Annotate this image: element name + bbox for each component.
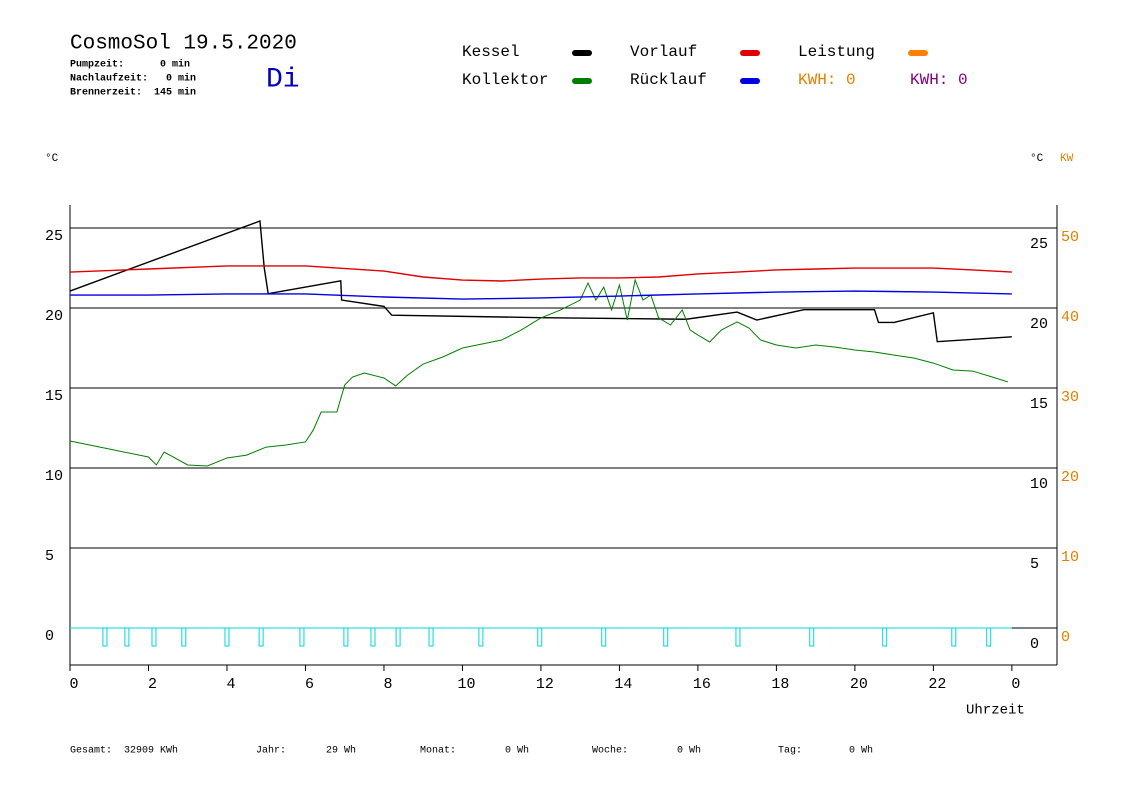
y-tick-label: 10	[45, 468, 63, 485]
pump-pulse	[663, 627, 669, 647]
legend-label: Rücklauf	[630, 71, 707, 89]
y-tick-label: 0	[45, 628, 54, 645]
y-tick-label: 25	[45, 228, 63, 245]
x-tick-label: 4	[226, 676, 235, 693]
y-tick-label: 20	[45, 308, 63, 325]
y3-tick-label: 50	[1061, 229, 1079, 246]
x-tick-label: 0	[1011, 676, 1020, 693]
info: Pumpzeit: 0 min	[70, 59, 190, 71]
series-line	[69, 265, 1012, 282]
footer-text: Tag:	[778, 746, 802, 757]
pump-pulse	[537, 627, 543, 647]
pump-pulse	[151, 627, 157, 647]
pump-pulse	[809, 627, 815, 647]
footer-text: Jahr:	[256, 745, 286, 757]
info: Brennerzeit: 145 min	[70, 87, 196, 99]
pump-pulse	[951, 627, 957, 647]
y-tick-label: 5	[45, 548, 54, 565]
y3-tick-label: 40	[1061, 309, 1079, 326]
series-line	[69, 220, 1012, 343]
y2-axis-label: °C	[1030, 153, 1044, 165]
y-tick-label: 15	[45, 388, 63, 405]
legend-label: Kessel	[462, 43, 520, 61]
pump-pulse	[395, 627, 401, 647]
weekday: Di	[266, 64, 300, 95]
pump-pulse	[224, 627, 230, 647]
x-tick-label: 12	[536, 676, 554, 693]
x-tick-label: 10	[457, 676, 475, 693]
x-tick-label: 2	[148, 676, 157, 693]
pump-pulse	[370, 627, 376, 647]
pump-pulse	[428, 627, 434, 647]
y3-tick-label: 0	[1061, 629, 1070, 646]
legend-label: Vorlauf	[630, 43, 697, 61]
legend-label: Leistung	[798, 43, 875, 61]
y3-axis-label: KW	[1060, 153, 1074, 165]
pump-pulse	[343, 627, 349, 647]
x-axis-label: Uhrzeit	[966, 703, 1025, 719]
x-tick-label: 14	[614, 676, 632, 693]
info: Nachlaufzeit: 0 min	[70, 73, 196, 85]
kwh-label: KWH: 0	[910, 71, 968, 89]
footer-text: Gesamt: 32909 KWh	[70, 745, 178, 757]
series-line	[70, 290, 1012, 300]
y3-tick-label: 20	[1061, 469, 1079, 486]
pump-pulse	[986, 627, 992, 647]
pump-pulse	[181, 627, 187, 647]
footer-text: Woche:	[592, 745, 628, 757]
pump-pulse	[124, 627, 130, 647]
pump-pulse	[258, 627, 264, 647]
y3-tick-label: 10	[1061, 549, 1079, 566]
y-axis-label: °C	[45, 153, 59, 165]
chart-title: CosmoSol 19.5.2020	[70, 33, 297, 56]
series-line	[69, 278, 1009, 467]
legend-label: Kollektor	[462, 71, 548, 89]
footer-text: 0 Wh	[677, 745, 701, 757]
y2-tick-label: 15	[1030, 396, 1048, 413]
footer-text: 29 Wh	[326, 745, 356, 757]
pump-pulse	[882, 627, 888, 647]
pump-pulse	[601, 627, 607, 647]
pump-pulse	[299, 627, 305, 647]
y3-tick-label: 30	[1061, 389, 1079, 406]
pump-pulse	[102, 627, 108, 647]
y2-tick-label: 0	[1030, 636, 1039, 653]
y2-tick-label: 25	[1030, 236, 1048, 253]
x-tick-label: 8	[383, 676, 392, 693]
x-tick-label: 16	[693, 676, 711, 693]
pump-pulse	[735, 627, 741, 647]
footer-text: 0 Wh	[849, 745, 873, 757]
x-tick-label: 6	[305, 676, 314, 693]
x-tick-label: 0	[69, 676, 78, 693]
pump-pulse	[478, 627, 484, 647]
y2-tick-label: 5	[1030, 556, 1039, 573]
y2-tick-label: 20	[1030, 316, 1048, 333]
x-tick-label: 18	[771, 676, 789, 693]
kwh-label: KWH: 0	[798, 71, 856, 89]
x-tick-label: 22	[928, 676, 946, 693]
footer-text: Monat:	[420, 746, 456, 757]
x-tick-label: 20	[850, 676, 868, 693]
footer-text: 0 Wh	[505, 745, 529, 757]
y2-tick-label: 10	[1030, 476, 1048, 493]
